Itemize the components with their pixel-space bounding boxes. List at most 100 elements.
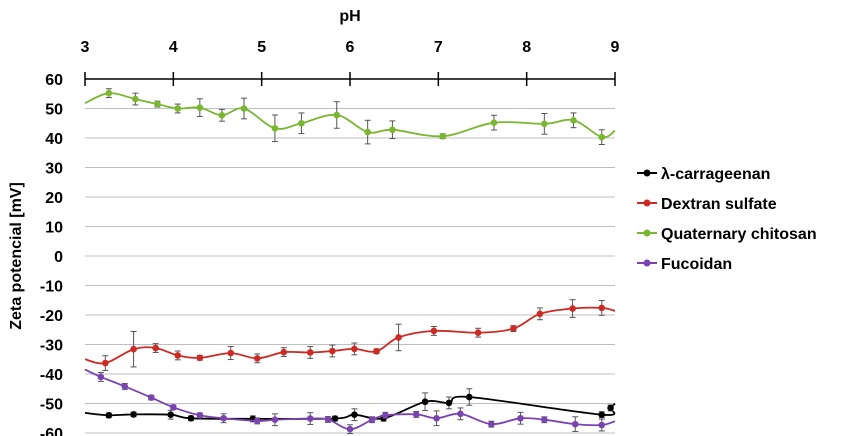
x-tick-label: 7 xyxy=(434,39,443,56)
legend-swatch-marker xyxy=(643,259,651,267)
legend-label: Fucoidan xyxy=(661,256,732,273)
y-axis-title: Zeta potencial [mV] xyxy=(8,182,25,330)
data-point xyxy=(517,414,524,422)
data-point xyxy=(271,124,279,132)
data-point xyxy=(187,414,195,422)
data-point xyxy=(412,411,420,418)
data-point xyxy=(465,393,473,401)
data-point xyxy=(510,325,517,332)
y-tick-label: 20 xyxy=(45,190,63,207)
data-point xyxy=(280,348,288,356)
data-point xyxy=(105,412,113,419)
data-point xyxy=(439,132,447,140)
y-tick-label: 50 xyxy=(45,102,63,119)
y-tick-label: 40 xyxy=(45,131,63,148)
data-point xyxy=(154,100,161,108)
data-point xyxy=(598,133,606,141)
y-tick-label: 0 xyxy=(54,249,63,266)
data-point xyxy=(433,414,440,422)
legend-swatch-marker xyxy=(643,199,651,207)
data-point xyxy=(174,105,182,112)
y-tick-label: 30 xyxy=(45,161,63,178)
data-point xyxy=(329,347,336,355)
data-point xyxy=(240,105,248,112)
y-tick-label: -30 xyxy=(40,338,63,355)
x-axis: 3 4 5 6 7 8 9 xyxy=(81,39,620,86)
data-point xyxy=(218,111,226,119)
series-fucoidan xyxy=(84,368,616,435)
data-point xyxy=(382,412,389,419)
data-point xyxy=(389,126,396,134)
data-point xyxy=(598,421,606,429)
y-tick-label: -60 xyxy=(40,426,63,436)
x-tick-label: 3 xyxy=(81,39,90,56)
series-dextran-sulfate xyxy=(84,299,616,371)
x-tick-label: 9 xyxy=(611,39,620,56)
data-point xyxy=(607,404,614,412)
series-layer xyxy=(84,88,616,435)
y-tick-label: -40 xyxy=(40,367,63,384)
data-point xyxy=(253,355,261,362)
gridlines xyxy=(85,108,615,434)
series--carrageenan xyxy=(84,388,616,423)
data-point xyxy=(97,373,105,381)
data-point xyxy=(105,89,113,97)
legend-label: λ-carrageenan xyxy=(661,166,770,183)
x-tick-label: 8 xyxy=(522,39,531,56)
data-point xyxy=(541,416,548,424)
data-point xyxy=(220,414,227,422)
data-point xyxy=(271,416,279,424)
data-point xyxy=(102,359,109,367)
data-point xyxy=(395,334,402,341)
data-point xyxy=(536,310,544,318)
x-axis-title: pH xyxy=(339,8,360,25)
series-line xyxy=(84,306,616,365)
x-tick-label: 5 xyxy=(257,39,266,56)
data-point xyxy=(306,349,314,356)
y-axis-ticks: 60 50 40 30 20 10 0 -10 -20 -30 -40 -50 -60 xyxy=(40,72,63,436)
x-tick-label: 6 xyxy=(346,39,355,56)
y-tick-label: 10 xyxy=(45,220,63,237)
data-point xyxy=(541,120,548,128)
legend-label: Dextran sulfate xyxy=(661,196,777,213)
data-point xyxy=(331,415,339,422)
data-point xyxy=(490,119,498,126)
data-point xyxy=(174,352,182,359)
data-point xyxy=(421,398,429,406)
data-point xyxy=(167,411,174,419)
data-point xyxy=(346,425,354,433)
data-point xyxy=(196,354,204,362)
data-point xyxy=(170,404,177,411)
data-point xyxy=(298,119,305,127)
data-point xyxy=(196,104,204,111)
data-point xyxy=(598,304,606,312)
y-tick-label: -20 xyxy=(40,308,63,325)
data-point xyxy=(474,329,482,337)
x-tick-label: 4 xyxy=(169,39,178,56)
y-tick-label: 60 xyxy=(45,72,63,89)
data-point xyxy=(445,399,453,407)
data-point xyxy=(571,420,579,428)
data-point xyxy=(152,344,159,352)
y-tick-label: -10 xyxy=(40,279,63,296)
y-tick-label: -50 xyxy=(40,397,63,414)
series-quaternary-chitosan xyxy=(84,88,616,145)
data-point xyxy=(147,394,155,401)
data-point xyxy=(196,412,204,419)
data-point xyxy=(253,417,261,425)
data-point xyxy=(351,345,358,353)
data-point xyxy=(130,345,137,353)
data-point xyxy=(457,410,464,418)
legend-label: Quaternary chitosan xyxy=(661,226,817,243)
legend: λ-carrageenan Dextran sulfate Quaternary c… xyxy=(637,166,817,273)
data-point xyxy=(121,383,129,390)
data-point xyxy=(351,411,358,419)
data-point xyxy=(430,327,438,335)
data-point xyxy=(130,411,137,418)
data-point xyxy=(570,117,577,124)
data-point xyxy=(333,111,341,119)
data-point xyxy=(488,420,495,428)
data-point xyxy=(324,416,332,423)
data-point xyxy=(373,347,380,355)
